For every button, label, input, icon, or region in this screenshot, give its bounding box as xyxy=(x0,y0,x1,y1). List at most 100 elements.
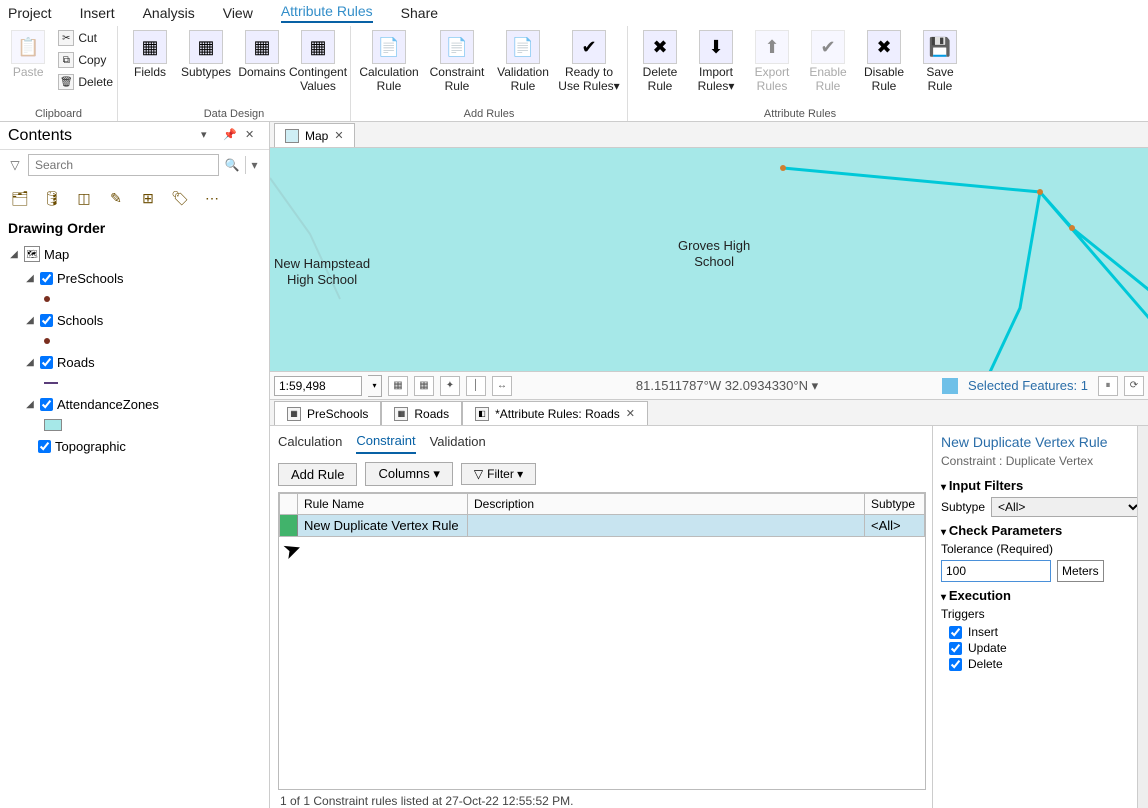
header-description[interactable]: Description xyxy=(468,494,865,515)
expand-icon[interactable]: ◢ xyxy=(24,399,36,410)
trigger-insert-checkbox[interactable] xyxy=(949,626,962,639)
expand-icon[interactable]: ◢ xyxy=(24,357,36,368)
status-btn-4[interactable]: │ xyxy=(466,376,486,396)
tab-attribute-rules[interactable]: ◧*Attribute Rules: Roads✕ xyxy=(462,401,648,425)
delete-rule-button[interactable]: ✖Delete Rule xyxy=(632,28,688,96)
subtype-select[interactable]: <All> xyxy=(991,497,1142,517)
layer-preschools[interactable]: ◢ PreSchools xyxy=(4,266,265,290)
header-subtype[interactable]: Subtype xyxy=(865,494,925,515)
add-rule-button[interactable]: Add Rule xyxy=(278,463,357,486)
map-tab[interactable]: Map ✕ xyxy=(274,123,355,147)
filter-button[interactable]: ▽Filter ▾ xyxy=(461,463,536,485)
map-node[interactable]: ◢ 🗺 Map xyxy=(4,242,265,266)
copy-icon: ⧉ xyxy=(58,52,74,68)
tolerance-input[interactable] xyxy=(941,560,1051,582)
layer-label: Roads xyxy=(57,355,95,370)
filter-icon[interactable]: ▽ xyxy=(6,156,24,174)
import-rules-button[interactable]: ⬇Import Rules▾ xyxy=(688,28,744,96)
menu-tab-share[interactable]: Share xyxy=(401,5,438,21)
chevron-down-icon[interactable]: ▾ xyxy=(201,128,217,144)
layer-attendancezones[interactable]: ◢ AttendanceZones xyxy=(4,392,265,416)
more-icon[interactable]: ⋯ xyxy=(200,186,224,210)
layer-roads[interactable]: ◢ Roads xyxy=(4,350,265,374)
copy-button[interactable]: ⧉Copy xyxy=(58,50,113,70)
trigger-delete-checkbox[interactable] xyxy=(949,658,962,671)
list-by-editing-icon[interactable]: ✎ xyxy=(104,186,128,210)
cell-rule-name[interactable]: New Duplicate Vertex Rule xyxy=(298,515,468,537)
trigger-update-checkbox[interactable] xyxy=(949,642,962,655)
status-btn-5[interactable]: ↔ xyxy=(492,376,512,396)
list-by-source-icon[interactable]: 🛢 xyxy=(40,186,64,210)
search-input[interactable] xyxy=(28,154,219,176)
layer-schools[interactable]: ◢ Schools xyxy=(4,308,265,332)
search-icon[interactable]: 🔍 xyxy=(223,156,241,174)
close-icon[interactable]: ✕ xyxy=(626,407,635,420)
status-btn-2[interactable]: ▦ xyxy=(414,376,434,396)
save-rule-button[interactable]: 💾Save Rule xyxy=(912,28,968,96)
layer-checkbox[interactable] xyxy=(40,272,53,285)
cell-subtype[interactable]: <All> xyxy=(865,515,925,537)
delete-button[interactable]: 🗑Delete xyxy=(58,72,113,92)
status-btn-1[interactable]: ▦ xyxy=(388,376,408,396)
disable-icon: ✖ xyxy=(867,30,901,64)
paste-button[interactable]: 📋 Paste xyxy=(4,28,52,82)
disable-rule-button[interactable]: ✖Disable Rule xyxy=(856,28,912,96)
map-canvas[interactable]: New Hampstead High School Groves High Sc… xyxy=(270,148,1148,372)
cut-button[interactable]: ✂Cut xyxy=(58,28,113,48)
pause-icon[interactable]: ⏸ xyxy=(1098,376,1118,396)
tab-roads[interactable]: ▦Roads xyxy=(381,401,462,425)
pin-icon[interactable]: 📌 xyxy=(223,128,239,144)
section-check-params[interactable]: Check Parameters xyxy=(941,523,1142,538)
menu-tab-analysis[interactable]: Analysis xyxy=(143,5,195,21)
tab-validation[interactable]: Validation xyxy=(430,434,486,453)
layer-label: AttendanceZones xyxy=(57,397,159,412)
expand-icon[interactable]: ◢ xyxy=(8,249,20,260)
section-execution[interactable]: Execution xyxy=(941,588,1142,603)
enable-rule-button[interactable]: ✔Enable Rule xyxy=(800,28,856,96)
section-input-filters[interactable]: Input Filters xyxy=(941,478,1142,493)
close-icon[interactable]: ✕ xyxy=(245,128,261,144)
contents-panel: Contents ▾ 📌 ✕ ▽ 🔍 ▾ 🗂 🛢 ◫ ✎ ⊞ 🏷 ⋯ Drawi… xyxy=(0,122,270,808)
domains-button[interactable]: ▦Domains xyxy=(234,28,290,82)
layer-checkbox[interactable] xyxy=(40,398,53,411)
validation-rule-button[interactable]: 📄Validation Rule xyxy=(491,28,555,96)
subtypes-button[interactable]: ▦Subtypes xyxy=(178,28,234,82)
ready-rules-button[interactable]: ✔Ready to Use Rules▾ xyxy=(555,28,623,96)
header-rule-name[interactable]: Rule Name xyxy=(298,494,468,515)
menu-tab-project[interactable]: Project xyxy=(8,5,52,21)
tab-constraint[interactable]: Constraint xyxy=(356,433,415,454)
search-dropdown-icon[interactable]: ▾ xyxy=(245,156,263,174)
validation-icon: 📄 xyxy=(506,30,540,64)
layer-topographic[interactable]: Topographic xyxy=(4,434,265,458)
expand-icon[interactable]: ◢ xyxy=(24,315,36,326)
export-rules-button[interactable]: ⬆Export Rules xyxy=(744,28,800,96)
fields-button[interactable]: ▦Fields xyxy=(122,28,178,82)
tolerance-unit[interactable]: Meters xyxy=(1057,560,1104,582)
table-row[interactable]: New Duplicate Vertex Rule <All> xyxy=(280,515,925,537)
constraint-rule-button[interactable]: 📄Constraint Rule xyxy=(423,28,491,96)
refresh-icon[interactable]: ⟳ xyxy=(1124,376,1144,396)
list-by-snapping-icon[interactable]: ⊞ xyxy=(136,186,160,210)
cell-description[interactable] xyxy=(468,515,865,537)
status-btn-3[interactable]: ✦ xyxy=(440,376,460,396)
close-icon[interactable]: ✕ xyxy=(334,129,343,142)
layer-label: PreSchools xyxy=(57,271,123,286)
scale-dropdown[interactable]: ▾ xyxy=(368,375,382,397)
menu-tab-view[interactable]: View xyxy=(223,5,253,21)
list-by-selection-icon[interactable]: ◫ xyxy=(72,186,96,210)
menu-tab-attribute-rules[interactable]: Attribute Rules xyxy=(281,3,373,23)
layer-checkbox[interactable] xyxy=(40,356,53,369)
layer-checkbox[interactable] xyxy=(40,314,53,327)
list-by-drawing-icon[interactable]: 🗂 xyxy=(8,186,32,210)
menu-tab-insert[interactable]: Insert xyxy=(80,5,115,21)
tab-preschools[interactable]: ▦PreSchools xyxy=(274,401,381,425)
tab-calculation[interactable]: Calculation xyxy=(278,434,342,453)
contingent-button[interactable]: ▦Contingent Values xyxy=(290,28,346,96)
layer-checkbox[interactable] xyxy=(38,440,51,453)
calculation-rule-button[interactable]: 📄Calculation Rule xyxy=(355,28,423,96)
list-by-labeling-icon[interactable]: 🏷 xyxy=(168,186,192,210)
validation-label: Validation Rule xyxy=(497,66,549,94)
scale-input[interactable]: 1:59,498 xyxy=(274,376,362,396)
expand-icon[interactable]: ◢ xyxy=(24,273,36,284)
columns-button[interactable]: Columns ▾ xyxy=(365,462,452,486)
